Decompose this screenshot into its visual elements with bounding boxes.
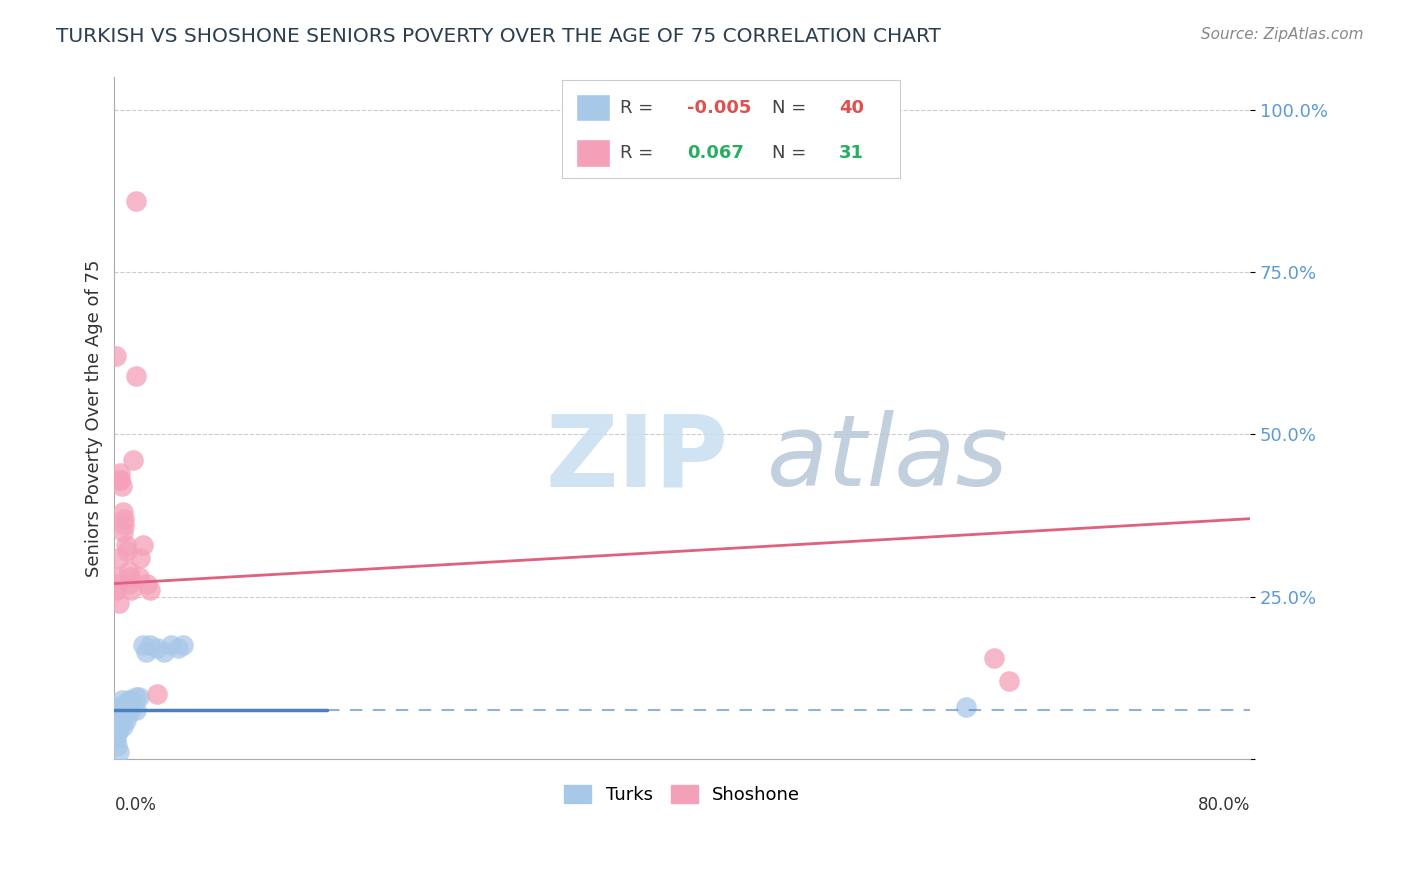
Point bbox=[111, 719, 134, 733]
Point bbox=[110, 479, 132, 493]
Point bbox=[139, 638, 162, 652]
Text: 80.0%: 80.0% bbox=[1198, 797, 1250, 814]
Text: atlas: atlas bbox=[768, 410, 1010, 508]
Point bbox=[108, 716, 131, 731]
Point bbox=[108, 703, 131, 717]
Point bbox=[111, 524, 134, 539]
Point bbox=[107, 596, 129, 610]
Point bbox=[105, 726, 128, 740]
Point bbox=[146, 687, 169, 701]
Point bbox=[997, 673, 1019, 688]
Point bbox=[112, 518, 135, 533]
Text: N =: N = bbox=[772, 144, 811, 161]
Point bbox=[114, 538, 136, 552]
Text: 40: 40 bbox=[839, 99, 865, 117]
Point bbox=[117, 706, 139, 721]
Point bbox=[117, 564, 139, 578]
Text: 31: 31 bbox=[839, 144, 865, 161]
Point bbox=[125, 703, 148, 717]
Point bbox=[115, 699, 138, 714]
Point bbox=[108, 473, 131, 487]
Point bbox=[112, 511, 135, 525]
Point bbox=[139, 583, 162, 598]
Point bbox=[105, 706, 128, 721]
Text: ZIP: ZIP bbox=[546, 410, 728, 508]
Point bbox=[105, 716, 128, 731]
Point bbox=[104, 350, 127, 364]
Point bbox=[110, 709, 132, 723]
Point bbox=[153, 645, 176, 659]
Point bbox=[108, 467, 131, 481]
Point bbox=[117, 576, 139, 591]
Text: R =: R = bbox=[620, 144, 659, 161]
FancyBboxPatch shape bbox=[576, 94, 610, 121]
Text: 0.067: 0.067 bbox=[688, 144, 744, 161]
Point bbox=[107, 709, 129, 723]
Point bbox=[136, 576, 159, 591]
Point bbox=[129, 550, 152, 565]
Point bbox=[167, 641, 190, 656]
Text: -0.005: -0.005 bbox=[688, 99, 752, 117]
Point bbox=[110, 713, 132, 727]
Point bbox=[132, 638, 155, 652]
Point bbox=[115, 544, 138, 558]
Point bbox=[104, 732, 127, 747]
Point bbox=[105, 576, 128, 591]
Point bbox=[105, 570, 128, 584]
Point bbox=[125, 194, 148, 208]
Point bbox=[121, 699, 143, 714]
Point bbox=[120, 693, 142, 707]
Point bbox=[108, 473, 131, 487]
Point bbox=[104, 583, 127, 598]
Point bbox=[104, 713, 127, 727]
Point bbox=[983, 651, 1005, 665]
Point bbox=[107, 745, 129, 759]
Point bbox=[111, 505, 134, 519]
FancyBboxPatch shape bbox=[576, 139, 610, 167]
Point bbox=[107, 723, 129, 737]
Point bbox=[118, 570, 141, 584]
Point bbox=[117, 693, 139, 707]
Point bbox=[105, 739, 128, 753]
Point bbox=[128, 690, 150, 705]
Point bbox=[112, 697, 135, 711]
Text: Source: ZipAtlas.com: Source: ZipAtlas.com bbox=[1201, 27, 1364, 42]
Point bbox=[112, 706, 135, 721]
Point bbox=[104, 719, 127, 733]
Point bbox=[120, 583, 142, 598]
Text: 0.0%: 0.0% bbox=[114, 797, 156, 814]
Point bbox=[125, 690, 148, 705]
Legend: Turks, Shoshone: Turks, Shoshone bbox=[557, 777, 807, 811]
Text: R =: R = bbox=[620, 99, 659, 117]
Point bbox=[160, 638, 183, 652]
Point bbox=[107, 550, 129, 565]
Point bbox=[111, 699, 134, 714]
Point bbox=[114, 713, 136, 727]
Point bbox=[125, 368, 148, 383]
Text: N =: N = bbox=[772, 99, 811, 117]
Point bbox=[118, 697, 141, 711]
Point bbox=[146, 641, 169, 656]
Point bbox=[135, 645, 157, 659]
Point bbox=[121, 453, 143, 467]
Point bbox=[114, 703, 136, 717]
Point bbox=[110, 693, 132, 707]
Point bbox=[172, 638, 194, 652]
Y-axis label: Seniors Poverty Over the Age of 75: Seniors Poverty Over the Age of 75 bbox=[86, 260, 103, 577]
Point bbox=[128, 570, 150, 584]
Point bbox=[955, 699, 977, 714]
Point bbox=[132, 538, 155, 552]
Text: TURKISH VS SHOSHONE SENIORS POVERTY OVER THE AGE OF 75 CORRELATION CHART: TURKISH VS SHOSHONE SENIORS POVERTY OVER… bbox=[56, 27, 941, 45]
Point bbox=[107, 699, 129, 714]
